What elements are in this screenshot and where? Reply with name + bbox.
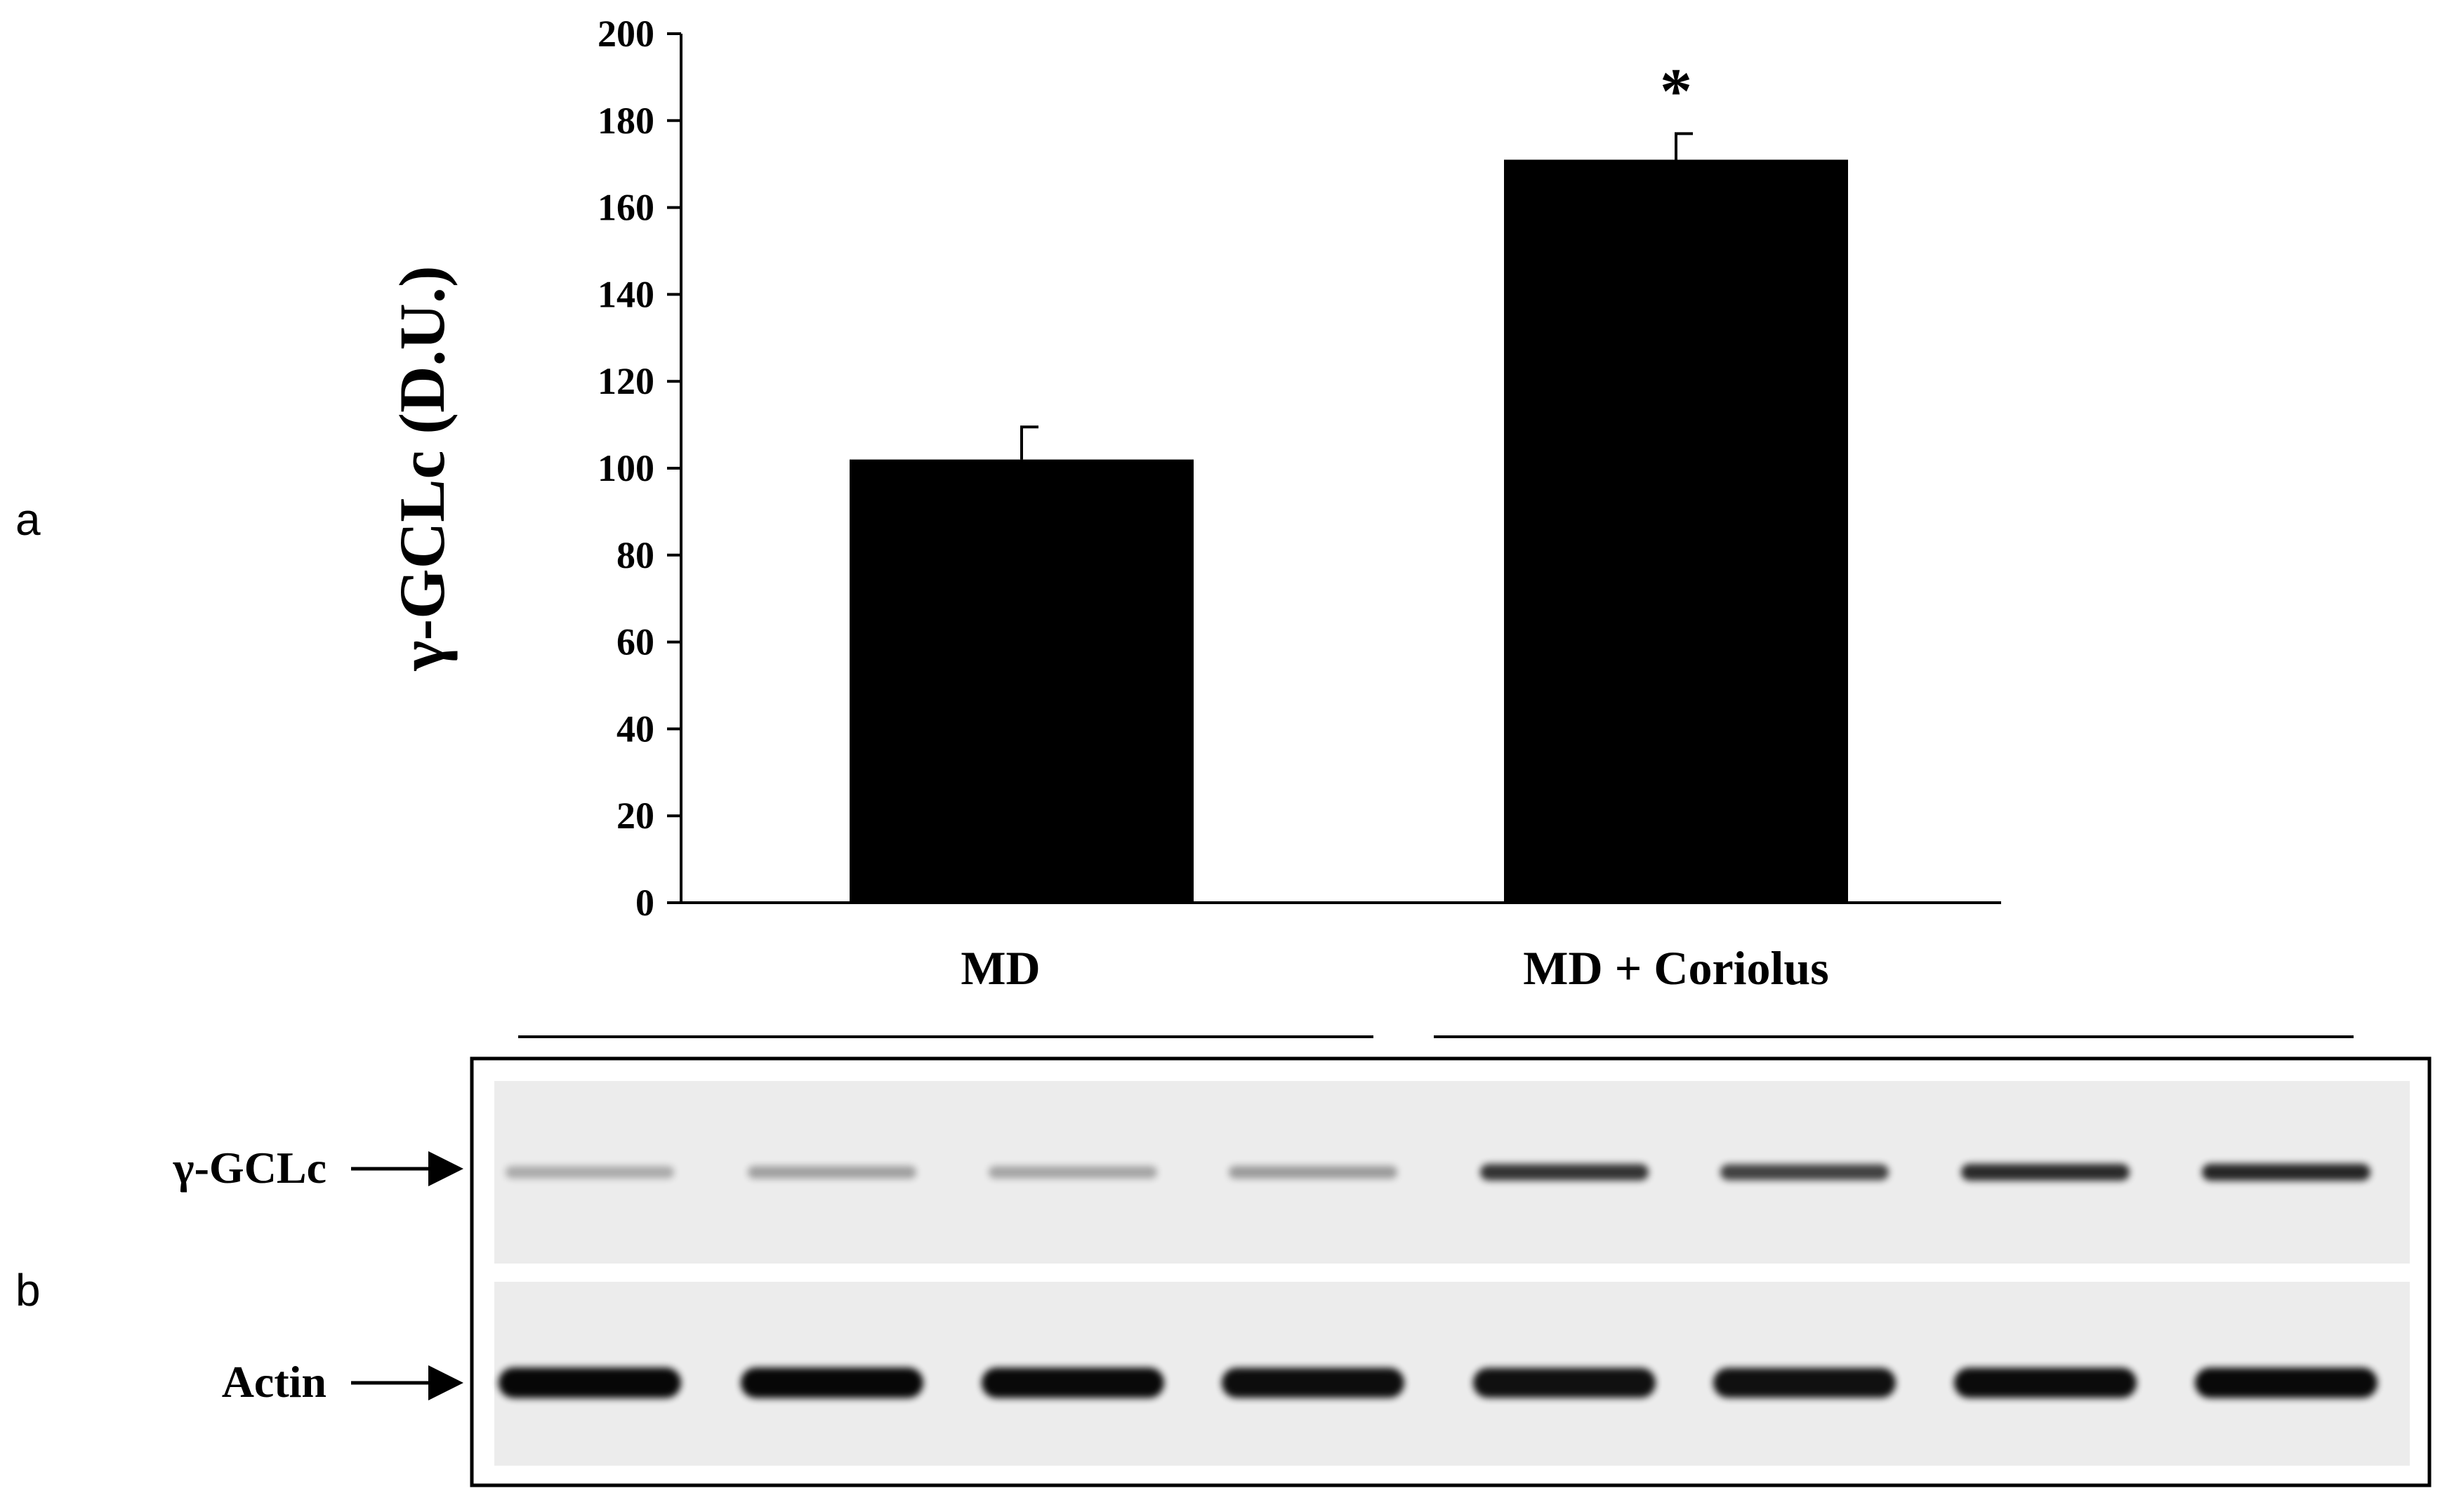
blot-band: [1961, 1164, 2130, 1181]
y-tick-label: 160: [598, 187, 654, 229]
bar-chart: 0 20 40 60 80 100 120 140 160 180 200 * MD MD + Cor…: [386, 13, 2001, 995]
blot-band: [1720, 1164, 1889, 1181]
y-tick-label: 200: [598, 13, 654, 55]
blot-band: [748, 1165, 916, 1179]
y-tick-label: 80: [616, 534, 654, 576]
blot-band: [2202, 1163, 2370, 1181]
blot-row-label: Actin: [222, 1357, 326, 1407]
x-category-label: MD + Coriolus: [1523, 941, 1828, 995]
y-axis-label: γ-GCLc (D.U.): [386, 265, 458, 671]
panel-label-b: b: [15, 1265, 41, 1315]
blot-band: [1713, 1367, 1896, 1398]
blot-band: [1473, 1367, 1656, 1398]
blot-frame: [470, 1056, 2432, 1487]
blot-bands: [499, 1163, 2377, 1398]
x-category-label: MD: [961, 941, 1040, 995]
blot-band: [1480, 1164, 1649, 1181]
y-axis-ticks: 0 20 40 60 80 100 120 140 160 180 200: [598, 13, 681, 924]
bar: [850, 459, 1194, 903]
blot-band: [499, 1367, 681, 1398]
blot-row-label: γ-GCLc: [173, 1143, 326, 1193]
bars: *: [850, 55, 1848, 903]
y-tick-label: 0: [635, 882, 654, 924]
y-tick-label: 180: [598, 100, 654, 142]
blot-band: [982, 1367, 1164, 1398]
blot-band: [506, 1166, 674, 1179]
blot-band: [989, 1166, 1157, 1179]
blot-band: [741, 1367, 923, 1398]
y-tick-label: 20: [616, 795, 654, 837]
panel-label-a: a: [15, 494, 41, 545]
y-tick-label: 100: [598, 447, 654, 489]
y-tick-label: 60: [616, 621, 654, 663]
blot-band: [1222, 1367, 1404, 1398]
blot-band: [2195, 1367, 2377, 1398]
blot-band: [1954, 1367, 2137, 1398]
western-blot: γ-GCLc Actin: [173, 1035, 2432, 1487]
y-tick-label: 140: [598, 273, 654, 315]
bar: [1504, 159, 1848, 903]
blot-row-labels: γ-GCLc Actin: [173, 1143, 463, 1407]
significance-mark: *: [1660, 55, 1692, 126]
x-axis-category-labels: MD MD + Coriolus: [961, 941, 1828, 995]
y-tick-label: 120: [598, 360, 654, 402]
blot-band: [1229, 1165, 1397, 1179]
y-tick-label: 40: [616, 708, 654, 750]
